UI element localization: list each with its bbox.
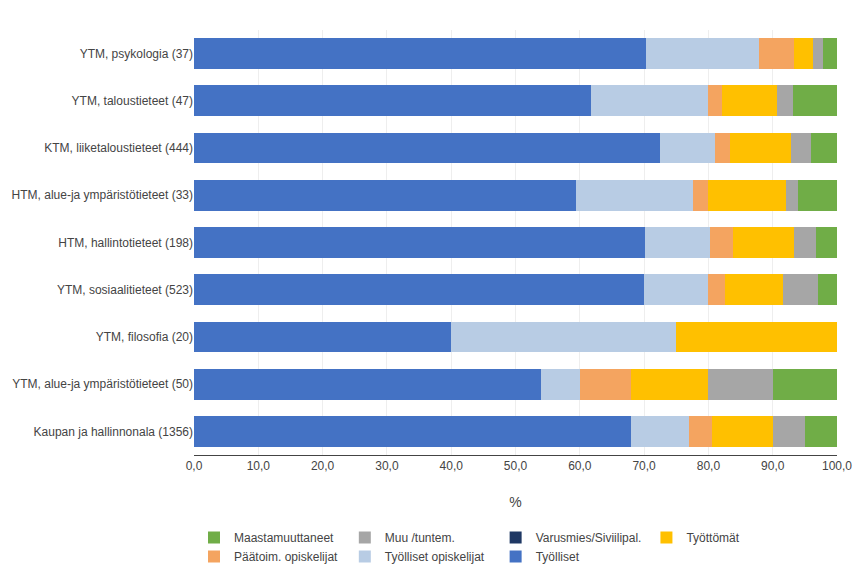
svg-text:90,0: 90,0	[761, 459, 785, 473]
svg-text:Työlliset: Työlliset	[536, 550, 580, 564]
svg-text:HTM, hallintotieteet (198): HTM, hallintotieteet (198)	[58, 236, 193, 250]
svg-text:YTM, sosiaalitieteet (523): YTM, sosiaalitieteet (523)	[57, 283, 193, 297]
svg-text:Kaupan ja hallinnonala (1356): Kaupan ja hallinnonala (1356)	[34, 425, 193, 439]
svg-text:Muu /tuntem.: Muu /tuntem.	[385, 531, 455, 545]
svg-text:Työttömät: Työttömät	[686, 531, 739, 545]
svg-text:%: %	[509, 494, 521, 510]
svg-text:Työlliset opiskelijat: Työlliset opiskelijat	[385, 550, 485, 564]
svg-text:Varusmies/Siviilipal.: Varusmies/Siviilipal.	[536, 531, 642, 545]
svg-text:0,0: 0,0	[186, 459, 203, 473]
svg-text:YTM, taloustieteet (47): YTM, taloustieteet (47)	[72, 94, 193, 108]
svg-text:KTM, liiketaloustieteet (444): KTM, liiketaloustieteet (444)	[44, 141, 193, 155]
svg-text:40,0: 40,0	[440, 459, 464, 473]
svg-text:60,0: 60,0	[568, 459, 592, 473]
svg-text:YTM, filosofia (20): YTM, filosofia (20)	[96, 330, 193, 344]
svg-text:10,0: 10,0	[247, 459, 271, 473]
svg-text:YTM, alue-ja ympäristötieteet: YTM, alue-ja ympäristötieteet (50)	[12, 377, 193, 391]
svg-text:50,0: 50,0	[504, 459, 528, 473]
svg-text:Päätoim. opiskelijat: Päätoim. opiskelijat	[234, 550, 338, 564]
svg-text:20,0: 20,0	[311, 459, 335, 473]
svg-text:YTM, psykologia (37): YTM, psykologia (37)	[80, 47, 193, 61]
svg-text:100,0: 100,0	[822, 459, 852, 473]
svg-text:HTM, alue-ja ympäristötieteet: HTM, alue-ja ympäristötieteet (33)	[12, 188, 193, 202]
svg-text:Maastamuuttaneet: Maastamuuttaneet	[234, 531, 334, 545]
svg-text:30,0: 30,0	[375, 459, 399, 473]
svg-text:80,0: 80,0	[697, 459, 721, 473]
svg-text:70,0: 70,0	[632, 459, 656, 473]
